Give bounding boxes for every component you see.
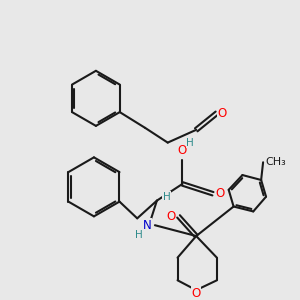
Text: H: H: [186, 138, 194, 148]
Text: CH₃: CH₃: [265, 157, 286, 167]
Text: O: O: [192, 286, 201, 300]
Text: O: O: [217, 106, 226, 120]
Text: O: O: [166, 210, 175, 223]
Text: O: O: [215, 187, 224, 200]
Text: N: N: [143, 219, 152, 232]
Text: O: O: [178, 144, 187, 157]
Text: H: H: [163, 192, 171, 202]
Text: H: H: [135, 230, 143, 240]
